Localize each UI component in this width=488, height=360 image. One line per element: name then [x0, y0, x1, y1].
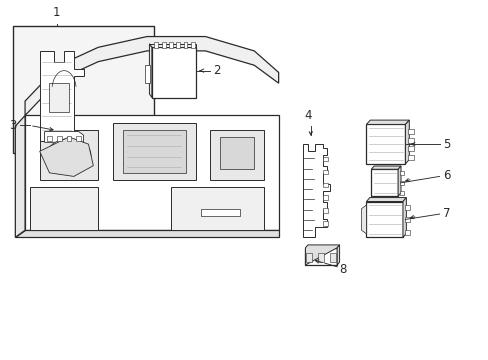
Bar: [407, 130, 413, 134]
Bar: [190, 41, 194, 48]
Bar: [168, 41, 172, 48]
Text: 4: 4: [304, 109, 311, 122]
Text: 2: 2: [212, 64, 220, 77]
Polygon shape: [122, 130, 185, 173]
Polygon shape: [25, 37, 278, 116]
Text: 7: 7: [443, 207, 450, 220]
Bar: [407, 138, 413, 143]
Polygon shape: [361, 205, 366, 234]
Bar: [66, 136, 71, 141]
Bar: [47, 136, 52, 141]
Polygon shape: [336, 245, 339, 265]
Polygon shape: [397, 166, 400, 196]
Polygon shape: [370, 166, 400, 169]
Polygon shape: [15, 230, 278, 237]
Circle shape: [47, 139, 91, 171]
Polygon shape: [40, 51, 83, 140]
Bar: [407, 146, 413, 151]
Bar: [200, 209, 239, 216]
Bar: [144, 65, 150, 83]
Polygon shape: [44, 132, 83, 142]
Text: 5: 5: [443, 138, 450, 150]
Bar: [322, 170, 328, 174]
Polygon shape: [25, 116, 278, 230]
Polygon shape: [366, 125, 405, 164]
Bar: [404, 205, 409, 210]
Polygon shape: [370, 169, 397, 196]
Bar: [322, 183, 328, 187]
Bar: [154, 41, 158, 48]
Polygon shape: [305, 245, 339, 265]
Polygon shape: [40, 137, 93, 176]
Text: 3: 3: [9, 119, 16, 132]
Bar: [322, 221, 328, 226]
Bar: [161, 41, 165, 48]
Polygon shape: [210, 130, 264, 180]
Polygon shape: [171, 187, 264, 230]
Polygon shape: [30, 187, 98, 230]
Polygon shape: [149, 44, 195, 47]
Bar: [399, 191, 404, 195]
Bar: [13, 26, 154, 153]
Polygon shape: [220, 137, 254, 169]
Polygon shape: [366, 120, 408, 125]
Bar: [317, 253, 324, 262]
Polygon shape: [149, 44, 152, 98]
Polygon shape: [49, 83, 69, 112]
Polygon shape: [405, 120, 408, 164]
Bar: [322, 157, 328, 161]
Polygon shape: [15, 116, 25, 237]
Bar: [322, 208, 328, 213]
Bar: [399, 181, 404, 185]
Polygon shape: [366, 198, 406, 202]
Bar: [407, 154, 413, 159]
Bar: [305, 253, 312, 262]
Bar: [57, 136, 61, 141]
Polygon shape: [402, 198, 406, 237]
Polygon shape: [152, 47, 195, 98]
Bar: [322, 195, 328, 200]
Bar: [329, 253, 335, 262]
Bar: [76, 136, 81, 141]
Polygon shape: [305, 248, 336, 265]
Polygon shape: [303, 144, 329, 237]
Bar: [404, 217, 409, 222]
Polygon shape: [40, 130, 98, 180]
Text: 8: 8: [339, 263, 346, 276]
Text: 1: 1: [53, 6, 61, 19]
Polygon shape: [366, 202, 402, 237]
Bar: [399, 171, 404, 175]
Bar: [404, 230, 409, 235]
Bar: [183, 41, 187, 48]
Text: 6: 6: [443, 169, 450, 182]
Polygon shape: [113, 123, 195, 180]
Bar: [176, 41, 180, 48]
